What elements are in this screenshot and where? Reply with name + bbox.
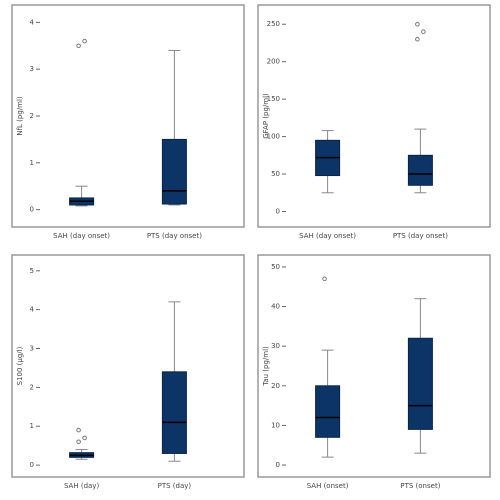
x-tick-label: SAH (day onset)	[53, 232, 110, 240]
y-tick-label: 250	[267, 20, 280, 28]
x-tick-label: PTS (day onset)	[393, 232, 448, 240]
outlier	[82, 435, 87, 441]
box	[315, 385, 341, 438]
outlier	[415, 21, 420, 27]
outlier	[421, 29, 426, 35]
outlier	[76, 43, 81, 49]
box	[161, 371, 187, 454]
panel-frame	[257, 254, 491, 478]
y-tick-label: 1	[30, 159, 34, 167]
y-tick-label: 0	[30, 206, 34, 214]
y-tick-label: 50	[271, 170, 280, 178]
y-tick-label: 5	[30, 267, 34, 275]
y-tick-label: 0	[276, 208, 280, 216]
outlier	[322, 276, 327, 282]
panel-frame	[257, 4, 491, 228]
y-axis-label: S100 (µg/l)	[16, 346, 24, 385]
x-tick-label: SAH (day onset)	[299, 232, 356, 240]
y-tick-label: 2	[30, 112, 34, 120]
y-tick-label: 30	[271, 342, 280, 350]
outlier	[76, 439, 81, 445]
outlier	[76, 427, 81, 433]
x-tick-label: SAH (onset)	[307, 482, 349, 490]
y-tick-label: 4	[30, 18, 35, 26]
y-tick-label: 150	[267, 95, 280, 103]
panel-frame	[11, 254, 245, 478]
y-tick-label: 2	[30, 383, 34, 391]
y-axis-label: GFAP (pg/ml)	[262, 93, 270, 139]
y-tick-label: 20	[271, 382, 280, 390]
y-tick-label: 50	[271, 263, 280, 271]
y-tick-label: 40	[271, 303, 280, 311]
y-tick-label: 10	[271, 421, 280, 429]
y-axis-label: Tau (pg/ml)	[262, 346, 270, 387]
x-tick-label: PTS (day)	[158, 482, 192, 490]
box	[407, 337, 433, 430]
panel-frame	[11, 4, 245, 228]
y-tick-label: 100	[267, 133, 280, 141]
x-tick-label: SAH (day)	[64, 482, 99, 490]
y-axis-label: NfL (pg/ml)	[16, 96, 24, 136]
y-tick-label: 3	[30, 345, 34, 353]
x-tick-label: PTS (day onset)	[147, 232, 202, 240]
y-tick-label: 0	[30, 461, 34, 469]
box	[407, 154, 433, 186]
y-tick-label: 4	[30, 306, 35, 314]
y-tick-label: 200	[267, 58, 280, 66]
y-tick-label: 0	[276, 461, 280, 469]
x-tick-label: PTS (onset)	[400, 482, 440, 490]
box	[161, 138, 187, 205]
outlier	[415, 36, 420, 42]
y-tick-label: 1	[30, 422, 34, 430]
outlier	[82, 38, 87, 44]
y-tick-label: 3	[30, 65, 34, 73]
